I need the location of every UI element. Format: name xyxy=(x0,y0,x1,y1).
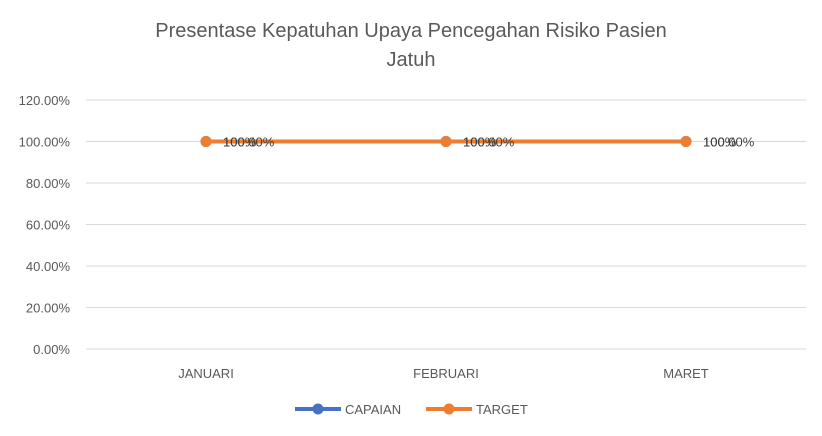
x-axis-ticks: JANUARI FEBRUARI MARET xyxy=(178,366,709,381)
legend[interactable]: CAPAIAN TARGET xyxy=(295,402,528,417)
chart-title-line-2: Jatuh xyxy=(387,49,436,71)
y-tick-label: 40.00% xyxy=(26,259,71,274)
data-label-target: 100.00% xyxy=(703,135,755,150)
data-label-target: 100.00% xyxy=(223,135,275,150)
legend-label: TARGET xyxy=(476,402,528,417)
x-tick-label: FEBRUARI xyxy=(413,366,479,381)
data-labels: 100% 100% 100%100.00% 100.00% 100.00% xyxy=(223,135,755,150)
x-tick-label: MARET xyxy=(663,366,709,381)
y-tick-label: 0.00% xyxy=(33,342,70,357)
data-point-target xyxy=(680,136,692,147)
legend-swatch-marker xyxy=(443,403,455,415)
chart-title-line-1: Presentase Kepatuhan Upaya Pencegahan Ri… xyxy=(155,20,666,42)
data-label-capaian: 100% xyxy=(703,135,737,150)
data-label-target: 100.00% xyxy=(463,135,515,150)
y-tick-label: 20.00% xyxy=(26,301,71,316)
legend-label: CAPAIAN xyxy=(345,402,401,417)
data-point-target xyxy=(440,136,452,147)
data-label-capaian: 100% xyxy=(463,135,497,150)
x-tick-label: JANUARI xyxy=(178,366,234,381)
y-axis-ticks: 0.00% 20.00% 40.00% 60.00% 80.00% 100.00% 120.… xyxy=(19,93,71,357)
series xyxy=(200,136,692,147)
y-tick-label: 60.00% xyxy=(26,218,71,233)
legend-swatch-marker xyxy=(312,403,324,415)
y-tick-label: 100.00% xyxy=(19,135,71,150)
data-label-capaian: 100% xyxy=(223,135,257,150)
data-point-target xyxy=(200,136,212,147)
legend-item-capaian[interactable]: CAPAIAN xyxy=(295,402,401,417)
y-tick-label: 80.00% xyxy=(26,176,71,191)
legend-item-target[interactable]: TARGET xyxy=(426,402,528,417)
y-tick-label: 120.00% xyxy=(19,93,71,108)
